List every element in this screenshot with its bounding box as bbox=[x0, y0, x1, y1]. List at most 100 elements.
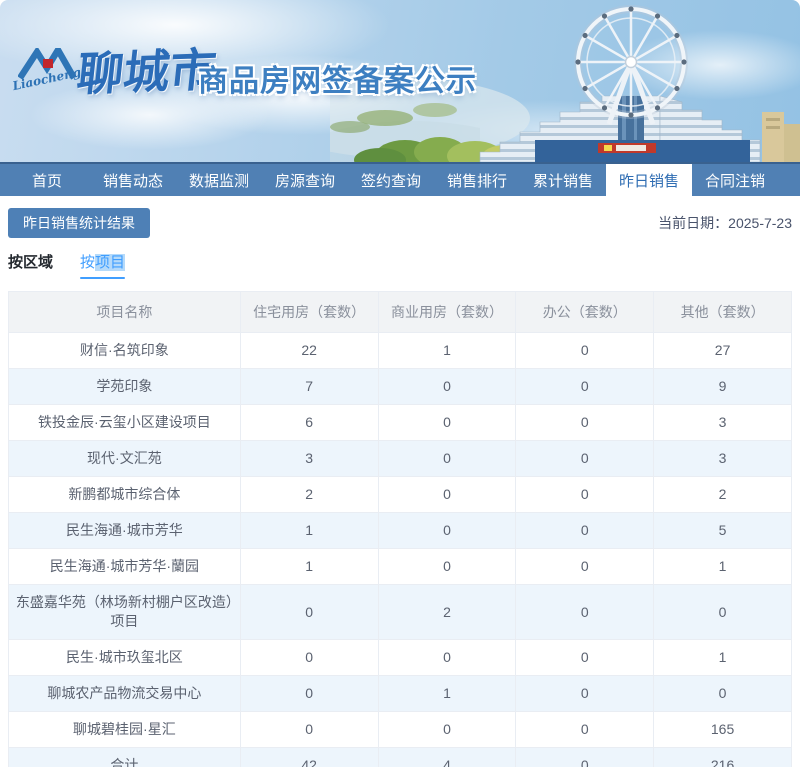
main-content: 昨日销售统计结果 当前日期：2025-7-23 按区域 按项目 项目名称 住宅用房… bbox=[0, 208, 800, 767]
count-cell: 0 bbox=[515, 675, 655, 712]
table-row: 民生海通·城市芳华·蘭园 1 0 0 1 bbox=[8, 548, 792, 585]
count-cell: 4 bbox=[377, 747, 517, 767]
count-cell: 1 bbox=[377, 675, 517, 712]
liaocheng-logo-icon bbox=[18, 48, 76, 80]
count-cell: 1 bbox=[653, 639, 792, 676]
nav-item[interactable]: 合同注销 bbox=[704, 172, 765, 190]
table-row: 民生·城市玖玺北区 0 0 0 1 bbox=[8, 639, 792, 676]
total-row: 合计 42 4 0 216 bbox=[8, 747, 792, 767]
project-name-cell: 东盛嘉华苑（林场新村棚户区改造）项目 bbox=[8, 584, 241, 640]
project-name-cell: 财信·名筑印象 bbox=[8, 332, 241, 369]
column-header: 办公（套数） bbox=[515, 291, 655, 333]
main-nav: 首页 销售动态 数据监测 房源查询 签约查询 销售排行 累计销售 昨日销售 合同注销 bbox=[0, 162, 800, 196]
count-cell: 0 bbox=[377, 711, 517, 748]
site-banner: Liaocheng 聊城市 商品房网签备案公示 bbox=[0, 0, 800, 162]
view-tabs: 按区域 按项目 bbox=[8, 251, 792, 279]
count-cell: 1 bbox=[377, 332, 517, 369]
cloud-decoration bbox=[620, 30, 800, 100]
count-cell: 3 bbox=[653, 440, 792, 477]
table-row: 铁投金辰·云玺小区建设项目 6 0 0 3 bbox=[8, 404, 792, 441]
count-cell: 42 bbox=[239, 747, 379, 767]
count-cell: 0 bbox=[377, 512, 517, 549]
count-cell: 0 bbox=[515, 639, 655, 676]
count-cell: 0 bbox=[515, 512, 655, 549]
count-cell: 6 bbox=[239, 404, 379, 441]
project-name-cell: 民生·城市玖玺北区 bbox=[8, 639, 241, 676]
count-cell: 0 bbox=[377, 368, 517, 405]
nav-item[interactable]: 首页 bbox=[31, 172, 62, 190]
site-title: 商品房网签备案公示 bbox=[198, 65, 477, 98]
count-cell: 0 bbox=[239, 675, 379, 712]
nav-item[interactable]: 签约查询 bbox=[360, 172, 421, 190]
project-name-cell: 民生海通·城市芳华·蘭园 bbox=[8, 548, 241, 585]
count-cell: 2 bbox=[653, 476, 792, 513]
count-cell: 0 bbox=[515, 584, 655, 640]
project-name-cell: 合计 bbox=[8, 747, 241, 767]
project-name-cell: 新鹏都城市综合体 bbox=[8, 476, 241, 513]
nav-item[interactable]: 房源查询 bbox=[274, 172, 335, 190]
count-cell: 0 bbox=[239, 639, 379, 676]
tab-by-project-highlight: 项目 bbox=[95, 254, 126, 271]
yesterday-stats-button[interactable]: 昨日销售统计结果 bbox=[8, 208, 150, 238]
table-row: 东盛嘉华苑（林场新村棚户区改造）项目 0 2 0 0 bbox=[8, 584, 792, 640]
count-cell: 165 bbox=[653, 711, 792, 748]
count-cell: 27 bbox=[653, 332, 792, 369]
toolbar: 昨日销售统计结果 当前日期：2025-7-23 bbox=[8, 208, 792, 238]
count-cell: 1 bbox=[239, 512, 379, 549]
count-cell: 0 bbox=[377, 639, 517, 676]
count-cell: 3 bbox=[653, 404, 792, 441]
count-cell: 216 bbox=[653, 747, 792, 767]
column-header: 住宅用房（套数） bbox=[239, 291, 379, 333]
current-date-value: 2025-7-23 bbox=[728, 215, 792, 231]
table-row: 聊城农产品物流交易中心 0 1 0 0 bbox=[8, 675, 792, 712]
count-cell: 0 bbox=[515, 476, 655, 513]
count-cell: 0 bbox=[239, 584, 379, 640]
sales-table: 项目名称 住宅用房（套数） 商业用房（套数） 办公（套数） 其他（套数） 财信·名筑印象… bbox=[8, 291, 792, 767]
tab-by-project[interactable]: 按项目 bbox=[80, 251, 126, 279]
column-header: 商业用房（套数） bbox=[377, 291, 517, 333]
table-row: 学苑印象 7 0 0 9 bbox=[8, 368, 792, 405]
table-row: 新鹏都城市综合体 2 0 0 2 bbox=[8, 476, 792, 513]
count-cell: 2 bbox=[239, 476, 379, 513]
project-name-cell: 民生海通·城市芳华 bbox=[8, 512, 241, 549]
count-cell: 0 bbox=[515, 440, 655, 477]
table-row: 聊城碧桂园·星汇 0 0 0 165 bbox=[8, 711, 792, 748]
nav-item[interactable]: 销售排行 bbox=[446, 172, 507, 190]
current-date-label: 当前日期： bbox=[658, 215, 729, 231]
count-cell: 0 bbox=[377, 404, 517, 441]
count-cell: 0 bbox=[653, 675, 792, 712]
count-cell: 0 bbox=[377, 440, 517, 477]
count-cell: 2 bbox=[377, 584, 517, 640]
count-cell: 5 bbox=[653, 512, 792, 549]
count-cell: 0 bbox=[239, 711, 379, 748]
count-cell: 0 bbox=[515, 332, 655, 369]
tab-by-project-prefix: 按 bbox=[80, 254, 96, 271]
count-cell: 22 bbox=[239, 332, 379, 369]
table-row: 现代·文汇苑 3 0 0 3 bbox=[8, 440, 792, 477]
project-name-cell: 聊城农产品物流交易中心 bbox=[8, 675, 241, 712]
count-cell: 3 bbox=[239, 440, 379, 477]
count-cell: 0 bbox=[515, 404, 655, 441]
tab-by-region[interactable]: 按区域 bbox=[8, 254, 54, 271]
nav-item[interactable]: 昨日销售 bbox=[606, 164, 692, 196]
count-cell: 1 bbox=[653, 548, 792, 585]
table-body: 财信·名筑印象 22 1 0 27 学苑印象 7 0 0 9 铁投金辰·云玺小区建设项目 6 0 0 3 现代… bbox=[8, 332, 792, 767]
column-header: 项目名称 bbox=[8, 291, 241, 333]
table-header-row: 项目名称 住宅用房（套数） 商业用房（套数） 办公（套数） 其他（套数） bbox=[8, 291, 792, 333]
nav-item[interactable]: 销售动态 bbox=[102, 172, 163, 190]
count-cell: 0 bbox=[515, 711, 655, 748]
count-cell: 7 bbox=[239, 368, 379, 405]
table-row: 财信·名筑印象 22 1 0 27 bbox=[8, 332, 792, 369]
cloud-decoration bbox=[30, 80, 270, 150]
count-cell: 1 bbox=[239, 548, 379, 585]
nav-item[interactable]: 数据监测 bbox=[188, 172, 249, 190]
table-row: 民生海通·城市芳华 1 0 0 5 bbox=[8, 512, 792, 549]
column-header: 其他（套数） bbox=[653, 291, 792, 333]
project-name-cell: 铁投金辰·云玺小区建设项目 bbox=[8, 404, 241, 441]
nav-item[interactable]: 累计销售 bbox=[532, 172, 593, 190]
project-name-cell: 聊城碧桂园·星汇 bbox=[8, 711, 241, 748]
ferris-wheel-building-illustration bbox=[330, 5, 800, 162]
count-cell: 0 bbox=[515, 548, 655, 585]
count-cell: 0 bbox=[515, 368, 655, 405]
count-cell: 0 bbox=[653, 584, 792, 640]
